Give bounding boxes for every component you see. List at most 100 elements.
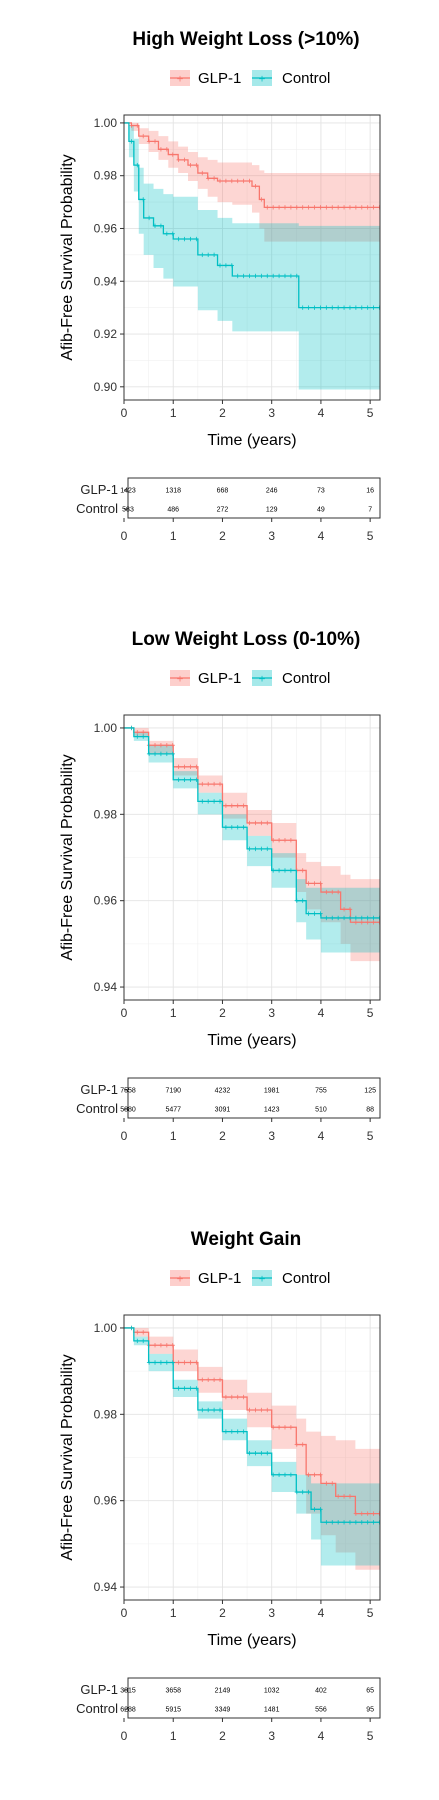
censor-mark <box>359 1520 364 1525</box>
ci-band-glp1 <box>124 727 380 962</box>
censor-mark <box>205 1407 211 1413</box>
censor-mark <box>194 162 199 168</box>
censor-mark <box>235 273 240 279</box>
censor-mark <box>217 178 223 184</box>
censor-mark <box>146 139 152 144</box>
censor-mark <box>205 1377 211 1382</box>
risk-table-x-tick-label: 5 <box>367 1129 374 1143</box>
censor-mark <box>259 1407 264 1413</box>
censor-mark <box>270 868 276 873</box>
censor-mark <box>312 881 317 886</box>
censor-mark <box>241 1394 246 1400</box>
risk-table-x-tick-label: 3 <box>268 1129 275 1143</box>
censor-mark <box>270 1472 276 1477</box>
risk-cell: 3658 <box>165 1688 181 1695</box>
censor-mark <box>335 915 341 921</box>
risk-cell: 7558 <box>120 1088 136 1095</box>
censor-mark <box>229 178 235 184</box>
censor-mark <box>223 803 229 808</box>
ci-band-control <box>124 1327 380 1566</box>
censor-mark <box>176 157 181 163</box>
censor-mark <box>176 764 181 770</box>
risk-row-label: GLP-1 <box>80 1682 118 1697</box>
risk-table-x-tick-label: 1 <box>170 529 177 543</box>
censor-mark <box>170 152 175 157</box>
survival-line-control <box>124 727 380 919</box>
censor-mark <box>211 781 217 787</box>
censor-mark <box>282 838 288 843</box>
censor-mark <box>182 157 187 163</box>
censor-mark <box>241 803 246 808</box>
risk-table-x-tick-label: 2 <box>219 1129 226 1143</box>
censor-mark <box>276 1425 282 1430</box>
censor-mark <box>318 1507 323 1512</box>
risk-cell: 510 <box>315 1107 327 1114</box>
risk-row-glp1: GLP-1 7558 7190 4232 1981 755 125 <box>80 1082 376 1097</box>
risk-cell: 7190 <box>165 1088 181 1095</box>
censor-mark <box>276 205 282 210</box>
y-tick-label: 0.96 <box>94 221 118 235</box>
x-tick-label: 4 <box>318 1006 325 1020</box>
risk-cell: 88 <box>366 1107 374 1114</box>
censor-mark <box>353 1511 359 1516</box>
y-tick-label: 0.92 <box>94 327 118 341</box>
censor-mark <box>152 751 158 757</box>
censor-mark <box>282 273 288 279</box>
censor-mark <box>347 915 353 921</box>
legend-censor-mark: + <box>176 675 184 685</box>
censor-mark <box>371 205 376 210</box>
censor-mark <box>341 205 347 210</box>
censor-mark <box>253 1450 258 1456</box>
censor-mark <box>182 1360 187 1365</box>
censor-mark <box>247 820 252 826</box>
censor-mark <box>306 1472 311 1477</box>
risk-table-border <box>127 1677 381 1719</box>
censor-mark <box>235 178 240 184</box>
censor-mark <box>359 1511 364 1516</box>
censor-mark <box>217 781 223 787</box>
censor-mark <box>194 764 199 770</box>
risk-table-x-tick-label: 0 <box>121 529 128 543</box>
risk-cell: 95 <box>366 1707 374 1714</box>
censor-mark <box>270 1425 276 1430</box>
censor-mark <box>235 1429 240 1434</box>
censor-mark <box>282 1472 288 1477</box>
censor-mark <box>141 197 146 202</box>
plot-border <box>123 114 381 401</box>
censor-mark <box>330 305 335 310</box>
y-axis-label: Afib-Free Survival Probability <box>59 1354 76 1560</box>
censor-mark <box>158 743 164 748</box>
censor-mark <box>217 1377 223 1382</box>
censor-mark <box>141 1338 146 1344</box>
censor-mark <box>294 205 299 210</box>
censor-mark <box>288 838 294 843</box>
censor-mark <box>146 215 152 221</box>
risk-cell: 1423 <box>264 1107 280 1114</box>
censor-mark <box>223 1429 229 1434</box>
censor-mark <box>341 305 347 310</box>
censor-mark <box>318 881 323 886</box>
censor-mark <box>211 1407 217 1413</box>
censor-mark <box>135 1338 140 1344</box>
censor-mark <box>229 803 235 808</box>
censor-mark <box>188 1360 193 1365</box>
censor-mark <box>129 1325 134 1331</box>
risk-table-border <box>127 1077 381 1119</box>
y-tick-label: 0.94 <box>94 274 118 288</box>
risk-cell: 755 <box>315 1088 327 1095</box>
censor-mark <box>259 197 264 202</box>
censor-mark <box>276 1472 282 1477</box>
censor-mark <box>247 178 252 184</box>
censor-mark <box>330 915 335 921</box>
censor-mark <box>241 1429 246 1434</box>
censor-mark <box>259 846 264 852</box>
censor-mark <box>359 920 364 925</box>
censor-mark <box>164 751 170 757</box>
x-tick-label: 2 <box>219 1006 226 1020</box>
censor-mark <box>152 139 158 144</box>
risk-cell: 583 <box>122 507 134 514</box>
censor-mark <box>365 1511 370 1516</box>
censor-mark <box>164 1343 170 1348</box>
censor-mark <box>229 263 235 268</box>
